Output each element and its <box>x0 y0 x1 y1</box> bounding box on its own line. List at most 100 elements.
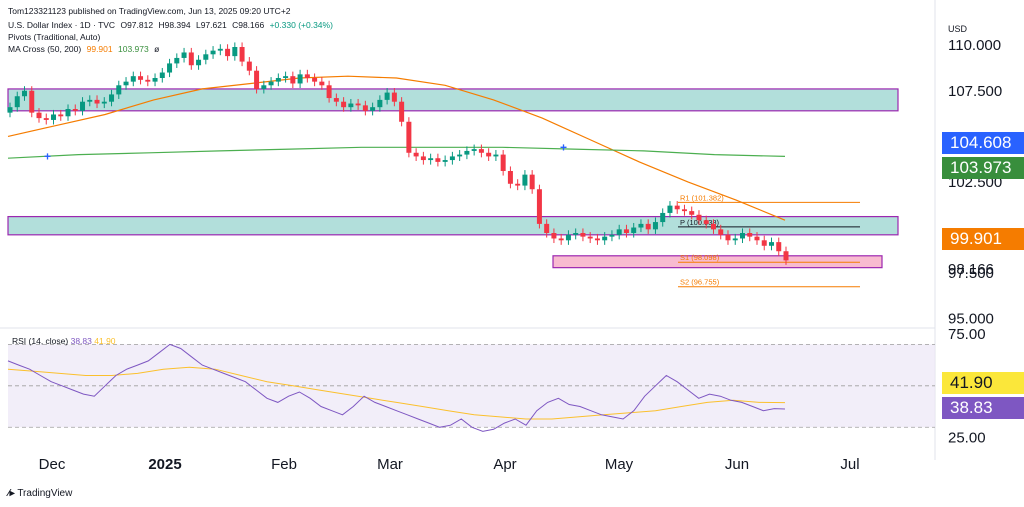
candle <box>65 109 71 117</box>
candle <box>319 81 325 86</box>
candle <box>326 85 332 99</box>
candle <box>768 242 774 246</box>
candle <box>22 90 28 97</box>
x-tick: Dec <box>39 456 66 473</box>
candle <box>674 205 680 210</box>
candle <box>435 158 441 162</box>
currency-label[interactable]: USD <box>948 24 968 34</box>
candle <box>304 74 310 78</box>
price-tick: 97.500 <box>948 265 994 282</box>
candle <box>420 156 426 161</box>
candle <box>464 150 470 155</box>
tradingview-logo[interactable]: ⁄▸ TradingView <box>8 488 72 499</box>
rsi-value: 38.83 <box>70 336 92 346</box>
publisher-line: Tom123321123 published on TradingView.co… <box>8 6 291 16</box>
candle <box>689 211 695 215</box>
candle <box>29 90 35 113</box>
candle <box>261 85 267 89</box>
candle <box>602 236 608 241</box>
candle <box>696 214 702 221</box>
ohlc-change: +0.330 (+0.34%) <box>269 20 333 30</box>
candle <box>7 107 13 113</box>
candle <box>138 76 144 80</box>
candle <box>290 76 296 84</box>
candle <box>413 152 419 157</box>
candle <box>297 74 303 84</box>
pivot-label-3: S2 (96.755) <box>680 278 720 287</box>
candle <box>384 92 390 100</box>
pivot-label-0: R1 (101.382) <box>680 193 724 202</box>
sr-zone-0 <box>7 88 899 112</box>
candle <box>203 54 209 60</box>
candle <box>174 57 180 64</box>
candle <box>275 78 281 82</box>
cross-marker-1: + <box>44 149 51 163</box>
cross-marker-2: + <box>560 140 567 154</box>
candle <box>594 238 600 241</box>
candle <box>645 223 651 230</box>
badge-ma50: 99.901 <box>942 228 1024 250</box>
candle <box>283 76 289 78</box>
candle <box>51 114 57 120</box>
candle <box>529 174 535 190</box>
candle <box>515 183 521 186</box>
pivots-legend[interactable]: Pivots (Traditional, Auto) <box>8 32 101 42</box>
candle <box>348 103 354 108</box>
candle <box>681 209 687 212</box>
candle <box>123 81 129 86</box>
candle <box>130 76 136 82</box>
candle <box>406 121 412 153</box>
candle <box>72 109 78 111</box>
ma-fast-value: 99.901 <box>86 44 113 54</box>
candle <box>471 149 477 151</box>
footer-text: TradingView <box>17 488 73 499</box>
candle <box>14 96 20 108</box>
candle <box>536 189 542 224</box>
candle <box>747 233 753 237</box>
price-tick: 95.000 <box>948 311 994 328</box>
candle <box>660 212 666 223</box>
ma-legend[interactable]: MA Cross (50, 200) 99.901 103.973 ø <box>8 44 162 54</box>
badge-rsi: 38.83 <box>942 397 1024 419</box>
price-label: 98.166 <box>948 261 994 278</box>
rsi-legend[interactable]: RSI (14, close) 38.83 41.90 <box>12 336 116 346</box>
candle <box>442 160 448 162</box>
candle <box>486 152 492 157</box>
candle <box>43 118 49 120</box>
price-tick: 110.000 <box>948 37 1001 54</box>
candle <box>94 99 100 104</box>
candle <box>188 52 194 66</box>
candle <box>478 149 484 153</box>
candle <box>739 233 745 239</box>
candle <box>565 234 571 241</box>
x-tick: Jun <box>725 456 749 473</box>
candle <box>544 223 550 233</box>
rsi-name: RSI (14, close) <box>12 336 69 346</box>
candle <box>36 112 42 119</box>
candle <box>783 251 789 261</box>
candle <box>732 238 738 241</box>
rsi-ma-line <box>7 366 786 420</box>
candle <box>725 234 731 241</box>
badge-ma200: 103.973 <box>942 157 1024 179</box>
ohlc-open: O97.812 <box>120 20 154 30</box>
x-tick: May <box>605 456 634 473</box>
candle <box>362 105 368 111</box>
ma-tail: ø <box>154 44 160 54</box>
rsi-tick: 75.00 <box>948 326 986 343</box>
candle <box>457 154 463 157</box>
candle <box>116 85 122 95</box>
ma-slow-value: 103.973 <box>117 44 149 54</box>
symbol-name[interactable]: U.S. Dollar Index · 1D · TVC <box>8 20 116 30</box>
symbol-line: U.S. Dollar Index · 1D · TVC O97.812 H98… <box>8 20 336 30</box>
candle <box>333 98 339 102</box>
candle <box>246 61 252 71</box>
ohlc-low: L97.621 <box>195 20 227 30</box>
candle <box>210 50 216 55</box>
ma50-line <box>7 75 786 221</box>
candle <box>710 223 716 230</box>
rsi-ma-value: 41.90 <box>94 336 116 346</box>
candle <box>652 222 658 230</box>
candle <box>776 242 782 252</box>
